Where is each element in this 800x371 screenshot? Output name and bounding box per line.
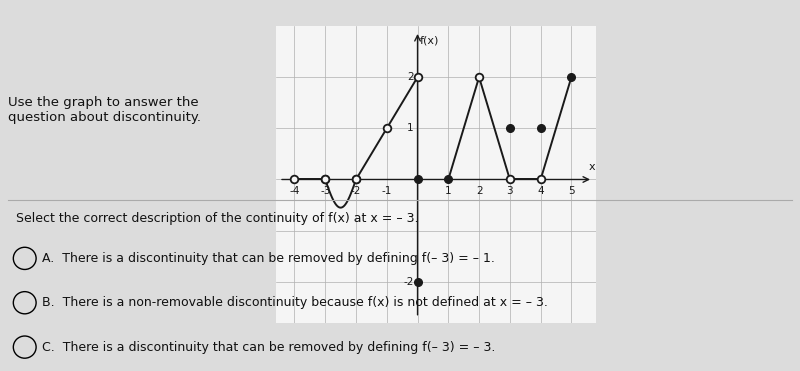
- Text: -1: -1: [382, 186, 392, 196]
- Text: -3: -3: [320, 186, 330, 196]
- Text: 3: 3: [506, 186, 513, 196]
- Text: -2: -2: [351, 186, 361, 196]
- Text: 4: 4: [538, 186, 544, 196]
- Text: -2: -2: [403, 277, 414, 287]
- Text: C.  There is a discontinuity that can be removed by defining f(– 3) = – 3.: C. There is a discontinuity that can be …: [42, 341, 495, 354]
- Text: Use the graph to answer the
question about discontinuity.: Use the graph to answer the question abo…: [8, 96, 201, 124]
- Text: A.  There is a discontinuity that can be removed by defining f(– 3) = – 1.: A. There is a discontinuity that can be …: [42, 252, 495, 265]
- Text: -4: -4: [290, 186, 300, 196]
- Text: 2: 2: [476, 186, 482, 196]
- Text: B.  There is a non-removable discontinuity because f(x) is not defined at x = – : B. There is a non-removable discontinuit…: [42, 296, 548, 309]
- Text: 2: 2: [407, 72, 414, 82]
- Text: f(x): f(x): [420, 35, 439, 45]
- Text: 5: 5: [568, 186, 574, 196]
- Text: 1: 1: [445, 186, 452, 196]
- Text: x: x: [588, 162, 595, 172]
- Text: Select the correct description of the continuity of f(x) at x = – 3.: Select the correct description of the co…: [16, 212, 418, 225]
- Text: 1: 1: [407, 123, 414, 133]
